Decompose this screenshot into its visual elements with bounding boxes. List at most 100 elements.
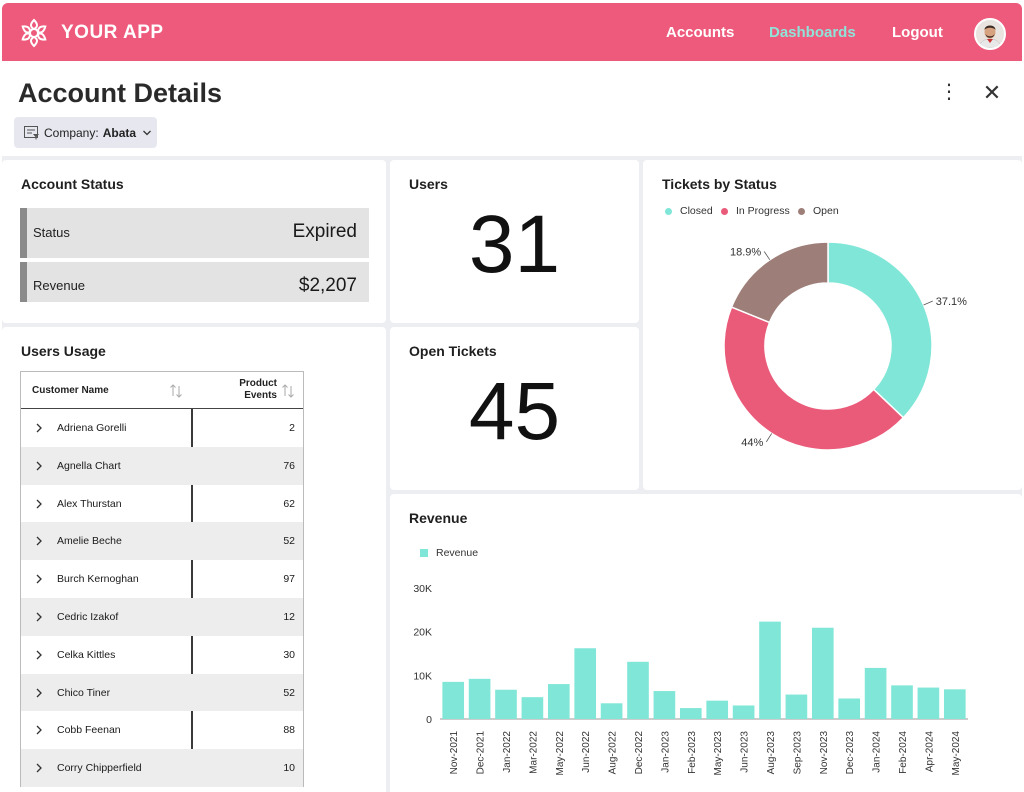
account-status-title: Account Status	[21, 176, 124, 192]
chevron-right-icon[interactable]	[35, 536, 43, 546]
customer-name: Chico Tiner	[57, 686, 111, 699]
x-tick-label: Aug-2023	[766, 731, 777, 775]
product-events: 52	[283, 535, 295, 548]
table-row[interactable]: Burch Kernoghan 97	[21, 560, 303, 598]
revenue-row: Revenue $2,207	[20, 262, 369, 302]
revenue-bar[interactable]	[891, 685, 913, 719]
revenue-bar[interactable]	[600, 703, 623, 719]
table-row[interactable]: Alex Thurstan 62	[21, 485, 303, 523]
sort-icon[interactable]	[169, 383, 183, 399]
sort-icon[interactable]	[281, 383, 295, 399]
table-header: Customer Name Product Events	[21, 371, 303, 409]
revenue-bar[interactable]	[442, 681, 465, 719]
x-tick-label: Aug-2022	[608, 731, 619, 775]
app-logo-icon	[21, 18, 47, 48]
revenue-bar[interactable]	[759, 621, 781, 719]
x-tick-label: May-2024	[951, 731, 962, 776]
nav-accounts[interactable]: Accounts	[666, 24, 735, 41]
y-tick-label: 20K	[413, 627, 432, 639]
column-divider[interactable]	[191, 371, 193, 787]
legend-open-swatch	[798, 207, 805, 215]
revenue-bar[interactable]	[917, 687, 940, 719]
revenue-bar[interactable]	[785, 694, 808, 719]
close-button[interactable]: ✕	[982, 80, 1002, 105]
product-events: 2	[289, 422, 295, 434]
donut-slice-in-progress[interactable]	[723, 306, 905, 451]
chevron-right-icon[interactable]	[35, 763, 43, 773]
chevron-right-icon[interactable]	[35, 688, 43, 698]
col-product-events-line2: Events	[244, 390, 277, 401]
y-tick-label: 0	[426, 714, 432, 726]
x-tick-label: Jun-2023	[740, 731, 751, 773]
legend-closed-swatch	[665, 207, 672, 215]
legend-revenue: Revenue	[420, 547, 478, 559]
table-row[interactable]: Cedric Izakof 12	[21, 597, 303, 636]
chevron-right-icon[interactable]	[35, 423, 43, 433]
y-tick-label: 10K	[413, 670, 432, 682]
nav-logout[interactable]: Logout	[892, 24, 943, 41]
filter-value: Abata	[102, 125, 137, 140]
page-header: Account Details ⋮ ✕ Company: Abata	[2, 63, 1022, 156]
legend-revenue-label: Revenue	[436, 547, 479, 559]
legend-in-progress-label: In Progress	[736, 205, 790, 217]
x-tick-label: Feb-2023	[687, 731, 698, 774]
revenue-bar[interactable]	[495, 689, 517, 719]
revenue-bar[interactable]	[706, 700, 729, 719]
donut-data-label: 18.9%	[730, 247, 761, 259]
revenue-bar[interactable]	[732, 705, 755, 719]
revenue-bar[interactable]	[943, 689, 966, 719]
chevron-right-icon[interactable]	[35, 612, 43, 622]
revenue-bar[interactable]	[627, 661, 649, 719]
donut-slice-closed[interactable]	[827, 241, 933, 419]
product-events: 62	[283, 497, 295, 510]
open-tickets-card: Open Tickets 45	[390, 327, 639, 490]
customer-name: Celka Kittles	[57, 648, 116, 661]
x-tick-label: Jan-2023	[660, 731, 671, 773]
legend-open-label: Open	[813, 205, 839, 217]
revenue-bar[interactable]	[864, 667, 887, 719]
x-tick-label: May-2023	[713, 731, 724, 776]
legend-in-progress-swatch	[721, 207, 728, 215]
revenue-bar[interactable]	[521, 697, 544, 719]
table-row[interactable]: Adriena Gorelli 2	[21, 409, 303, 447]
revenue-bar[interactable]	[679, 708, 702, 719]
table-row[interactable]: Cobb Feenan 88	[21, 711, 303, 749]
product-events: 88	[283, 724, 295, 737]
page-title: Account Details	[18, 78, 223, 108]
table-row[interactable]: Chico Tiner 52	[21, 673, 303, 712]
revenue-bar[interactable]	[547, 684, 570, 719]
chevron-right-icon[interactable]	[35, 499, 43, 509]
product-events: 12	[283, 610, 295, 623]
chevron-right-icon[interactable]	[35, 650, 43, 660]
users-title: Users	[409, 176, 448, 192]
table-row[interactable]: Celka Kittles 30	[21, 636, 303, 674]
customer-name: Burch Kernoghan	[57, 573, 139, 586]
table-row[interactable]: Agnella Chart 76	[21, 446, 303, 485]
chevron-right-icon[interactable]	[35, 461, 43, 471]
donut-slice-open[interactable]	[730, 241, 829, 324]
revenue-bar[interactable]	[811, 627, 834, 719]
open-tickets-title: Open Tickets	[409, 343, 497, 359]
chevron-right-icon[interactable]	[35, 725, 43, 735]
avatar[interactable]	[974, 18, 1006, 50]
legend-closed: Closed	[665, 205, 713, 217]
table-row[interactable]: Amelie Beche 52	[21, 522, 303, 561]
revenue-bar-chart: 0 10K 20K 30K Nov-2021 Dec-2021 Jan-2022 Mar-20…	[413, 583, 968, 776]
nav-dashboards[interactable]: Dashboards	[769, 24, 856, 41]
more-options-button[interactable]: ⋮	[939, 81, 959, 103]
donut-leader-line	[763, 251, 771, 261]
status-value: Expired	[292, 221, 357, 242]
col-product-events[interactable]: Product Events	[221, 378, 277, 402]
revenue-bar[interactable]	[653, 691, 676, 719]
revenue-bar[interactable]	[574, 648, 597, 719]
legend-open: Open	[798, 205, 839, 217]
company-filter[interactable]: Company: Abata	[14, 117, 157, 148]
chevron-right-icon[interactable]	[35, 574, 43, 584]
revenue-bar[interactable]	[838, 698, 861, 719]
col-customer-name[interactable]: Customer Name	[32, 385, 109, 396]
x-tick-label: Dec-2021	[476, 731, 487, 775]
revenue-bar[interactable]	[468, 678, 491, 719]
customer-name: Cedric Izakof	[57, 610, 119, 623]
donut-data-label: 37.1%	[936, 296, 967, 308]
table-row[interactable]: Corry Chipperfield 10	[21, 749, 303, 787]
